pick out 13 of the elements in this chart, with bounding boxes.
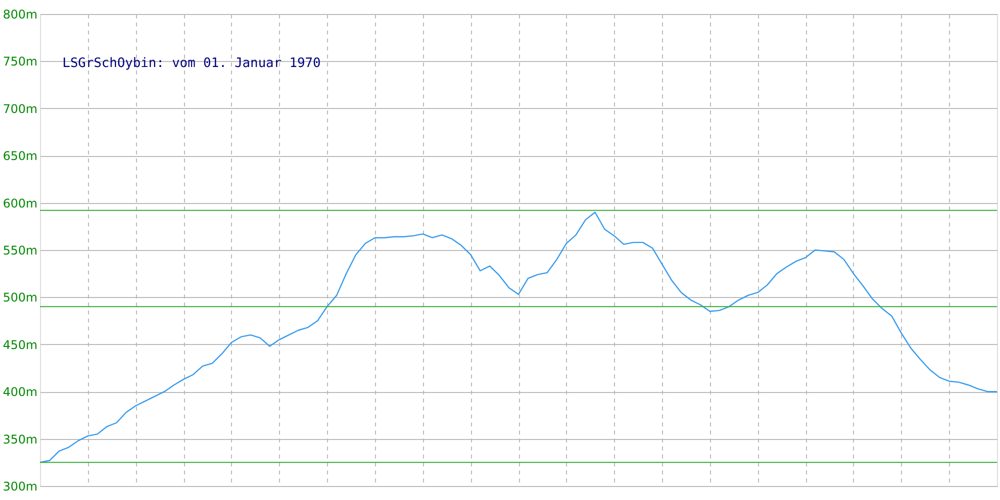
text: LSGrSchOybin: vom 01. Januar 1970 bbox=[62, 56, 321, 71]
y-tick-label: 700m bbox=[2, 102, 38, 116]
y-tick-label: 600m bbox=[2, 196, 38, 210]
line-series bbox=[39, 212, 998, 463]
y-tick-label: 650m bbox=[2, 149, 38, 164]
y-tick-label: 550m bbox=[2, 244, 38, 258]
y-tick-label: 450m bbox=[2, 338, 38, 352]
y-tick-label: 400m bbox=[2, 385, 38, 400]
y-tick-label: 800m bbox=[2, 8, 38, 22]
y-tick-label: 350m bbox=[2, 432, 38, 446]
y-tick-label: 300m bbox=[2, 480, 38, 494]
y-tick-label: 500m bbox=[2, 290, 38, 305]
y-tick-label: 750m bbox=[2, 54, 38, 69]
